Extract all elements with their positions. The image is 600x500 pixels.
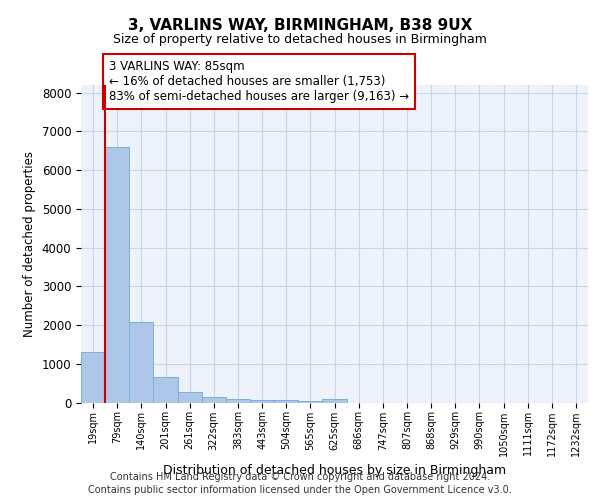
Bar: [178, 392, 202, 402]
Text: Size of property relative to detached houses in Birmingham: Size of property relative to detached ho…: [113, 34, 487, 46]
Y-axis label: Number of detached properties: Number of detached properties: [23, 151, 36, 337]
Bar: [129, 322, 154, 402]
Bar: [250, 400, 274, 402]
Bar: [81, 352, 105, 403]
X-axis label: Distribution of detached houses by size in Birmingham: Distribution of detached houses by size …: [163, 464, 506, 477]
Bar: [154, 378, 178, 402]
Bar: [226, 399, 250, 402]
Text: Contains HM Land Registry data © Crown copyright and database right 2024.: Contains HM Land Registry data © Crown c…: [110, 472, 490, 482]
Text: 3, VARLINS WAY, BIRMINGHAM, B38 9UX: 3, VARLINS WAY, BIRMINGHAM, B38 9UX: [128, 18, 472, 32]
Text: Contains public sector information licensed under the Open Government Licence v3: Contains public sector information licen…: [88, 485, 512, 495]
Bar: [202, 398, 226, 402]
Bar: [105, 147, 129, 403]
Text: 3 VARLINS WAY: 85sqm
← 16% of detached houses are smaller (1,753)
83% of semi-de: 3 VARLINS WAY: 85sqm ← 16% of detached h…: [109, 60, 409, 102]
Bar: [322, 398, 347, 402]
Bar: [274, 400, 298, 402]
Bar: [298, 400, 322, 402]
